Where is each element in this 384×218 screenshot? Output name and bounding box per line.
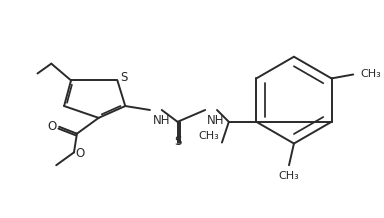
Text: S: S xyxy=(174,135,181,148)
Text: S: S xyxy=(121,71,128,84)
Text: O: O xyxy=(75,147,84,160)
Text: CH₃: CH₃ xyxy=(198,131,219,141)
Text: CH₃: CH₃ xyxy=(279,171,300,181)
Text: NH: NH xyxy=(207,114,225,127)
Text: CH₃: CH₃ xyxy=(360,70,381,80)
Text: O: O xyxy=(48,120,57,133)
Text: NH: NH xyxy=(153,114,170,127)
